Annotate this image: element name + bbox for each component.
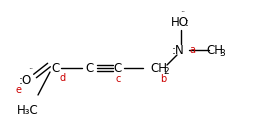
Text: C: C: [114, 61, 122, 74]
Text: CH: CH: [206, 43, 223, 57]
Text: d: d: [60, 73, 66, 83]
Text: H₃C: H₃C: [17, 103, 39, 117]
Text: a: a: [189, 45, 195, 55]
Text: c: c: [115, 74, 121, 84]
Text: C: C: [51, 61, 59, 74]
Text: ··: ··: [28, 65, 34, 74]
Text: b: b: [160, 74, 166, 84]
Text: 3: 3: [219, 49, 225, 57]
Text: :: :: [185, 16, 189, 30]
Text: 2: 2: [163, 66, 169, 76]
Text: :N: :N: [172, 43, 184, 57]
Text: C: C: [86, 61, 94, 74]
Text: HO: HO: [171, 16, 189, 30]
Text: e: e: [16, 85, 22, 95]
Text: :O: :O: [18, 74, 32, 86]
Text: CH: CH: [150, 61, 167, 74]
Text: ··: ··: [180, 9, 186, 18]
